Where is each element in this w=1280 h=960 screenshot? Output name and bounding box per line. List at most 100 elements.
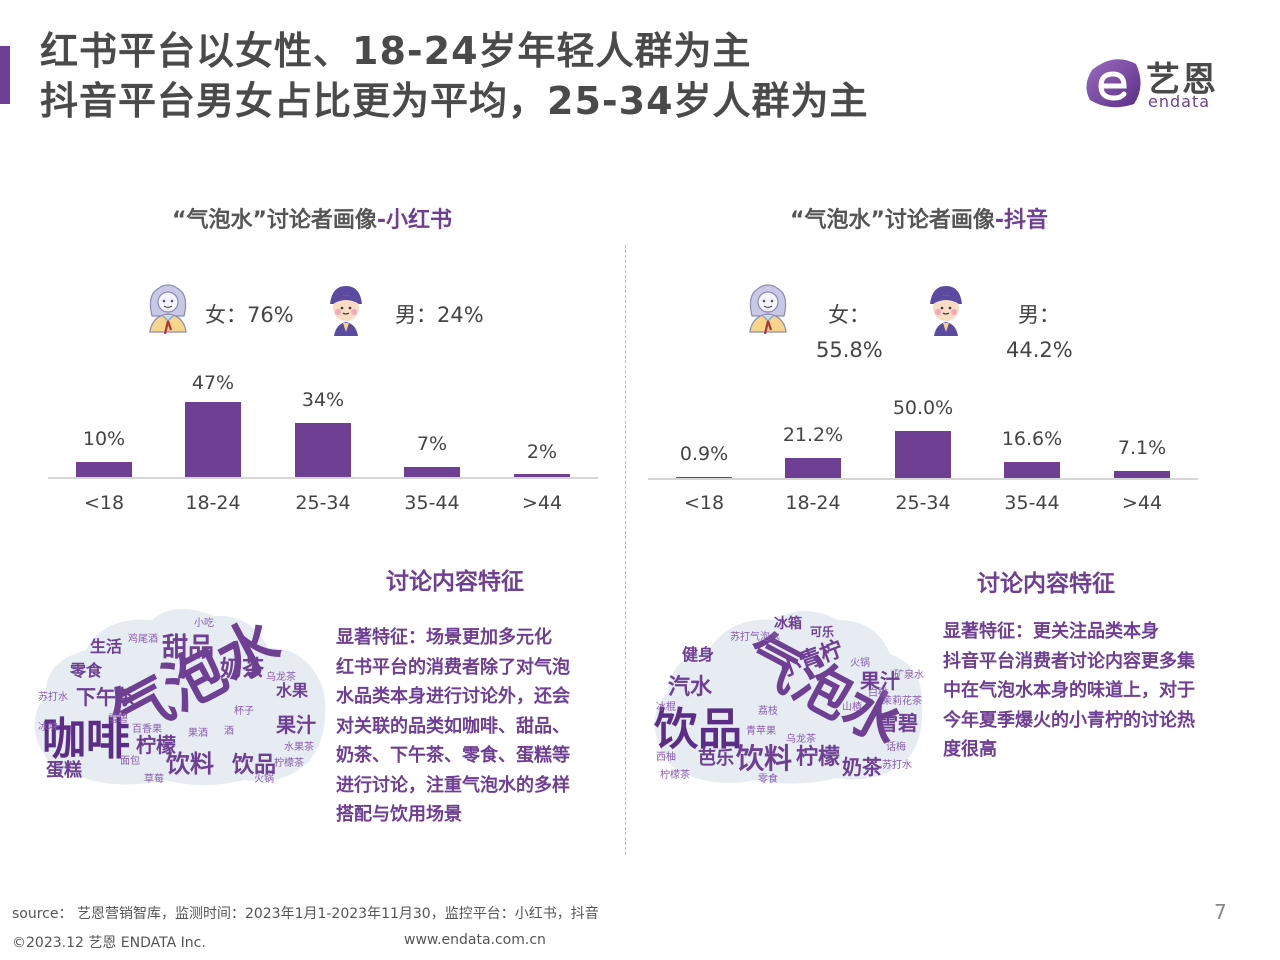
logo-english-name: endata xyxy=(1148,92,1211,111)
svg-text:乌龙茶: 乌龙茶 xyxy=(266,670,296,683)
right-male-share: 44.2% xyxy=(1006,338,1073,362)
page-title-line-2: 抖音平台男女占比更为平均，25-34岁人群为主 xyxy=(40,79,869,123)
x-axis-label: 25-34 xyxy=(295,492,351,514)
x-axis-label: >44 xyxy=(521,492,563,514)
svg-text:火锅: 火锅 xyxy=(254,773,274,785)
bar-gt44: 2% xyxy=(514,330,570,477)
svg-text:果酒: 果酒 xyxy=(188,727,208,739)
svg-text:饮料: 饮料 xyxy=(735,742,792,775)
svg-text:面包: 面包 xyxy=(120,754,140,767)
svg-text:汽水: 汽水 xyxy=(668,674,713,700)
svg-text:酒: 酒 xyxy=(224,725,234,737)
x-axis-label: <18 xyxy=(683,492,725,514)
svg-text:杯子: 杯子 xyxy=(234,704,254,717)
svg-text:果汁: 果汁 xyxy=(860,669,900,693)
desc-line: 水品类本身进行讨论外，还会 xyxy=(336,686,570,707)
svg-text:咖啡: 咖啡 xyxy=(42,714,130,765)
x-axis-line xyxy=(648,478,1198,480)
svg-text:奶茶: 奶茶 xyxy=(220,656,265,682)
svg-text:奶茶: 奶茶 xyxy=(842,755,883,779)
svg-text:荔枝: 荔枝 xyxy=(758,704,778,717)
right-female-share: 55.8% xyxy=(816,338,883,362)
bar-25-34: 50.0% xyxy=(893,330,953,478)
x-axis-label: 25-34 xyxy=(895,492,951,514)
bar-value-label: 7.1% xyxy=(1117,437,1167,459)
svg-text:矿泉水: 矿泉水 xyxy=(894,668,924,681)
bar-gt44: 7.1% xyxy=(1114,330,1170,478)
svg-text:健身: 健身 xyxy=(682,645,714,664)
right-word-cloud: 气泡水 饮品 饮料 小青柠 汽水 果汁 柠檬 奶茶 雪碧 芭乐 健身 冰箱 可乐… xyxy=(646,606,926,786)
svg-text:小吃: 小吃 xyxy=(194,616,214,629)
svg-text:甜品: 甜品 xyxy=(162,633,214,663)
svg-text:鸡尾酒: 鸡尾酒 xyxy=(128,632,158,645)
x-axis-label: >44 xyxy=(1121,492,1163,514)
svg-text:饮料: 饮料 xyxy=(165,750,214,778)
desc-line: 抖音平台消费者讨论内容更多集 xyxy=(943,650,1195,672)
right-content-section-title: 讨论内容特征 xyxy=(977,571,1115,597)
svg-text:苏打气泡水: 苏打气泡水 xyxy=(730,630,780,643)
bar-18-24: 47% xyxy=(185,330,241,477)
bar-value-label: 2% xyxy=(526,441,558,463)
right-age-bar-chart: 0.9% 21.2% 50.0% 16.6% 7.1% <18 18-24 25… xyxy=(648,330,1198,514)
svg-text:水果: 水果 xyxy=(276,681,308,700)
left-panel-title-platform: -小红书 xyxy=(376,208,453,233)
bar-value-label: 0.9% xyxy=(679,443,729,465)
svg-text:水果茶: 水果茶 xyxy=(284,740,314,753)
male-avatar-icon xyxy=(930,286,962,336)
x-axis-line xyxy=(48,477,598,479)
left-panel-title-prefix: “气泡水”讨论者画像 xyxy=(172,208,377,233)
svg-text:冰块: 冰块 xyxy=(38,720,58,733)
desc-line: 红书平台的消费者除了对气泡 xyxy=(336,656,570,678)
svg-text:零食: 零食 xyxy=(758,772,778,785)
svg-text:芭乐: 芭乐 xyxy=(698,747,734,769)
desc-line: 奶茶、下午茶、零食、蛋糕等 xyxy=(336,745,570,766)
svg-text:冰箱: 冰箱 xyxy=(774,615,802,632)
svg-text:冰棍: 冰棍 xyxy=(656,700,676,713)
x-axis-label: <18 xyxy=(83,492,125,514)
panel-divider xyxy=(625,245,626,855)
bar-35-44: 16.6% xyxy=(1002,330,1062,478)
svg-text:柠檬: 柠檬 xyxy=(136,733,176,757)
logo-chinese-name: 艺恩 xyxy=(1146,60,1218,100)
bar-value-label: 21.2% xyxy=(782,424,844,446)
right-panel-title-prefix: “气泡水”讨论者画像 xyxy=(790,208,995,233)
desc-line: 度很高 xyxy=(943,739,997,760)
x-axis-label: 18-24 xyxy=(785,492,841,514)
left-panel-title: “气泡水”讨论者画像-小红书 xyxy=(172,202,452,234)
bar-lt18: 0.9% xyxy=(676,330,732,478)
svg-text:茉莉花茶: 茉莉花茶 xyxy=(882,694,922,707)
svg-text:话梅: 话梅 xyxy=(886,740,906,753)
page-number: 7 xyxy=(1214,900,1227,924)
male-avatar-icon xyxy=(330,286,362,336)
svg-text:生活: 生活 xyxy=(90,637,122,656)
endata-e-logo-icon xyxy=(1086,59,1141,108)
desc-line: 显著特征：场景更加多元化 xyxy=(336,627,552,648)
svg-text:可乐: 可乐 xyxy=(810,624,834,639)
left-content-description: 显著特征：场景更加多元化 红书平台的消费者除了对气泡 水品类本身进行讨论外，还会… xyxy=(336,623,570,830)
right-panel-title-platform: -抖音 xyxy=(994,208,1049,233)
right-male-label: 男： xyxy=(1018,303,1060,327)
footer-website-link[interactable]: www.endata.com.cn xyxy=(404,932,546,948)
svg-text:下午茶: 下午茶 xyxy=(76,685,137,709)
svg-text:零食: 零食 xyxy=(69,661,103,680)
right-content-description: 显著特征：更关注品类本身 抖音平台消费者讨论内容更多集 中在气泡水本身的味道上，… xyxy=(943,617,1195,765)
footer-source: source： 艺恩营销智库，监测时间：2023年1月1-2023年11月30，… xyxy=(12,906,599,922)
svg-text:乌龙茶: 乌龙茶 xyxy=(786,732,816,745)
page-title: 红书平台以女性、18-24岁年轻人群为主 抖音平台男女占比更为平均，25-34岁… xyxy=(40,26,869,126)
left-male-share: 男：24% xyxy=(395,303,484,327)
svg-text:蛋糕: 蛋糕 xyxy=(46,759,82,781)
bar-18-24: 21.2% xyxy=(783,330,843,478)
svg-text:青苹果: 青苹果 xyxy=(746,724,776,737)
x-axis-label: 35-44 xyxy=(404,492,460,514)
word-cloud-image: 气泡水 饮品 饮料 小青柠 汽水 果汁 柠檬 奶茶 雪碧 芭乐 健身 冰箱 可乐… xyxy=(654,611,924,785)
svg-text:雪碧: 雪碧 xyxy=(878,711,918,735)
title-accent-bar xyxy=(0,46,10,104)
bar-25-34: 34% xyxy=(295,330,351,477)
svg-text:果汁: 果汁 xyxy=(276,713,316,737)
svg-text:百香果: 百香果 xyxy=(132,723,162,735)
bar-35-44: 7% xyxy=(404,330,460,477)
endata-logo: 艺恩 endata xyxy=(1084,52,1234,114)
x-axis-label: 35-44 xyxy=(1004,492,1060,514)
svg-text:雪碧: 雪碧 xyxy=(108,713,128,725)
desc-line: 中在气泡水本身的味道上，对于 xyxy=(943,680,1195,701)
